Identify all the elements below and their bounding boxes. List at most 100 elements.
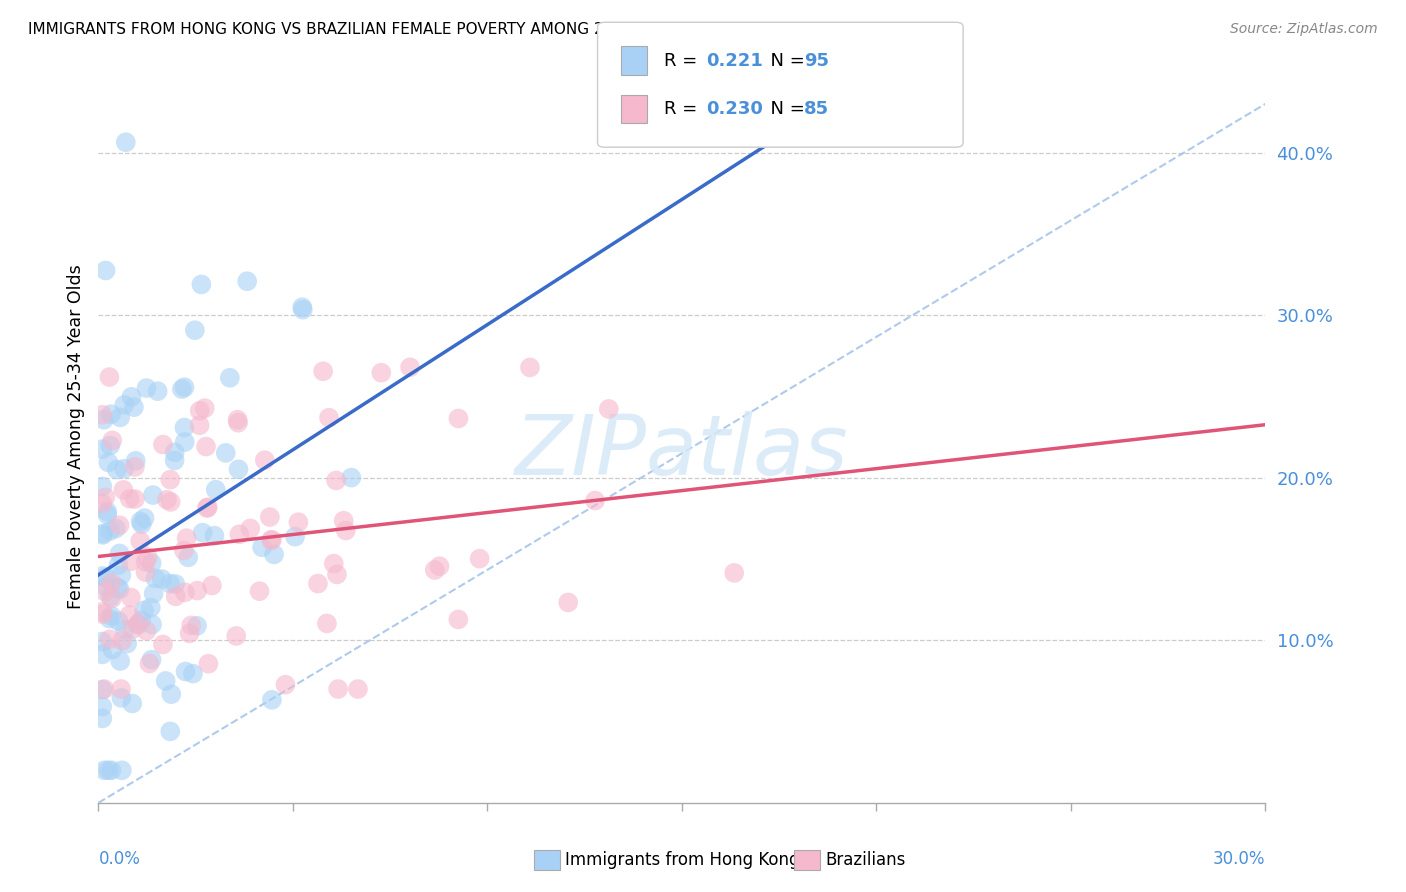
Point <box>150 572 173 586</box>
Point <box>347 681 370 696</box>
Point <box>114 623 136 637</box>
Point <box>96 505 118 519</box>
Point <box>191 525 214 540</box>
Point <box>274 678 297 692</box>
Point <box>127 617 149 632</box>
Point <box>91 711 114 725</box>
Point <box>186 583 208 598</box>
Point <box>98 370 121 384</box>
Point <box>110 654 132 668</box>
Point <box>228 462 250 476</box>
Point <box>370 366 392 380</box>
Point <box>121 622 143 636</box>
Point <box>94 263 117 277</box>
Point <box>135 624 157 638</box>
Point <box>173 380 195 394</box>
Point <box>399 360 422 375</box>
Point <box>165 590 187 604</box>
Point <box>318 410 340 425</box>
Point <box>173 543 195 558</box>
Point <box>447 411 470 425</box>
Point <box>204 483 226 497</box>
Point <box>91 634 114 648</box>
Point <box>598 401 620 416</box>
Point <box>138 657 160 671</box>
Point <box>131 517 153 532</box>
Point <box>228 527 250 541</box>
Point <box>112 462 135 476</box>
Point <box>129 534 152 549</box>
Point <box>91 605 114 619</box>
Text: R =: R = <box>664 52 703 70</box>
Point <box>98 611 121 625</box>
Point <box>91 569 114 583</box>
Point <box>135 555 157 569</box>
Point <box>156 492 179 507</box>
Text: N =: N = <box>759 52 811 70</box>
Point <box>91 682 114 697</box>
Point <box>110 681 132 696</box>
Point <box>170 382 193 396</box>
Point <box>91 442 114 456</box>
Point <box>163 453 186 467</box>
Point <box>142 586 165 600</box>
Point <box>160 687 183 701</box>
Point <box>107 581 129 595</box>
Y-axis label: Female Poverty Among 25-34 Year Olds: Female Poverty Among 25-34 Year Olds <box>66 265 84 609</box>
Point <box>307 576 329 591</box>
Point <box>105 462 128 476</box>
Point <box>291 300 314 314</box>
Point <box>322 557 344 571</box>
Point <box>110 568 132 582</box>
Point <box>108 582 131 597</box>
Point <box>96 508 118 522</box>
Text: Source: ZipAtlas.com: Source: ZipAtlas.com <box>1230 22 1378 37</box>
Point <box>236 274 259 288</box>
Point <box>225 629 247 643</box>
Point <box>97 455 120 469</box>
Point <box>112 483 135 497</box>
Point <box>218 371 240 385</box>
Point <box>141 653 163 667</box>
Point <box>120 591 142 605</box>
Point <box>93 681 115 696</box>
Point <box>249 584 271 599</box>
Point <box>557 595 579 609</box>
Point <box>226 413 249 427</box>
Point <box>91 607 114 621</box>
Point <box>100 407 122 421</box>
Point <box>197 500 219 515</box>
Text: 0.230: 0.230 <box>706 100 762 118</box>
Point <box>91 479 114 493</box>
Point <box>101 642 124 657</box>
Point <box>115 637 138 651</box>
Text: IMMIGRANTS FROM HONG KONG VS BRAZILIAN FEMALE POVERTY AMONG 25-34 YEAR OLDS CORR: IMMIGRANTS FROM HONG KONG VS BRAZILIAN F… <box>28 22 900 37</box>
Point <box>98 438 121 452</box>
Point <box>260 693 283 707</box>
Point <box>260 533 283 547</box>
Point <box>291 302 314 317</box>
Point <box>159 724 181 739</box>
Point <box>180 618 202 632</box>
Point <box>98 590 121 604</box>
Point <box>108 546 131 560</box>
Point <box>423 563 446 577</box>
Point <box>253 453 276 467</box>
Point <box>107 614 129 628</box>
Point <box>108 518 131 533</box>
Point <box>100 764 122 778</box>
Point <box>263 548 285 562</box>
Point <box>190 277 212 292</box>
Point <box>141 617 163 632</box>
Text: Brazilians: Brazilians <box>825 851 905 869</box>
Point <box>188 404 211 418</box>
Text: 85: 85 <box>804 100 830 118</box>
Point <box>184 323 207 337</box>
Point <box>110 690 132 705</box>
Text: Immigrants from Hong Kong: Immigrants from Hong Kong <box>565 851 800 869</box>
Point <box>159 473 181 487</box>
Text: N =: N = <box>759 100 811 118</box>
Point <box>111 764 134 778</box>
Point <box>91 699 114 714</box>
Point <box>118 608 141 623</box>
